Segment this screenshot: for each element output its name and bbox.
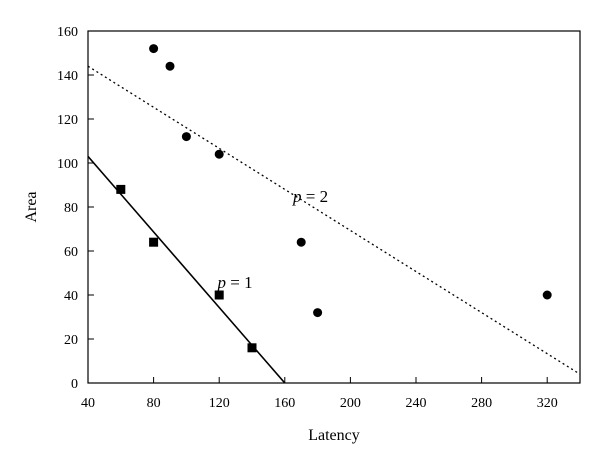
line-label-p1: p = 1: [217, 273, 253, 292]
x-tick-label: 320: [537, 396, 558, 411]
y-tick-label: 40: [64, 289, 78, 304]
plot-frame: [87, 30, 581, 384]
y-tick-label: 140: [57, 69, 78, 84]
y-tick-label: 0: [71, 377, 78, 392]
square-point: [116, 184, 126, 194]
y-tick-label: 80: [64, 201, 78, 216]
x-tick-label: 240: [406, 396, 427, 411]
x-tick-label: 120: [209, 396, 230, 411]
data-points: [116, 44, 552, 353]
y-axis-label: Area: [23, 191, 40, 222]
x-tick-label: 200: [340, 396, 361, 411]
annotations: p = 1 p = 2: [217, 187, 329, 292]
square-point: [149, 237, 159, 247]
x-tick-label: 280: [471, 396, 492, 411]
x-tick-label: 80: [147, 396, 161, 411]
y-tick-label: 120: [57, 113, 78, 128]
fit-lines: [88, 65, 580, 383]
line-label-p2: p = 2: [292, 187, 328, 206]
circle-point: [542, 290, 552, 300]
x-tick-label: 160: [274, 396, 295, 411]
x-tick-label: 40: [81, 396, 95, 411]
circle-point: [149, 44, 159, 54]
circle-point: [165, 61, 175, 71]
circle-point: [214, 149, 224, 159]
x-axis-label: Latency: [308, 427, 360, 444]
circle-point: [296, 237, 306, 247]
y-tick-label: 100: [57, 157, 78, 172]
y-tick-label: 160: [57, 25, 78, 40]
square-point: [247, 343, 257, 353]
fit-line-p2: [88, 65, 580, 375]
axis-ticks: 40 80 120 160 200 240 280 320 0 20 40 60 80 100 120 140…: [57, 25, 558, 411]
circle-point: [181, 132, 191, 142]
y-tick-label: 20: [64, 333, 78, 348]
square-point: [214, 290, 224, 300]
circle-point: [313, 308, 323, 318]
y-tick-label: 60: [64, 245, 78, 260]
